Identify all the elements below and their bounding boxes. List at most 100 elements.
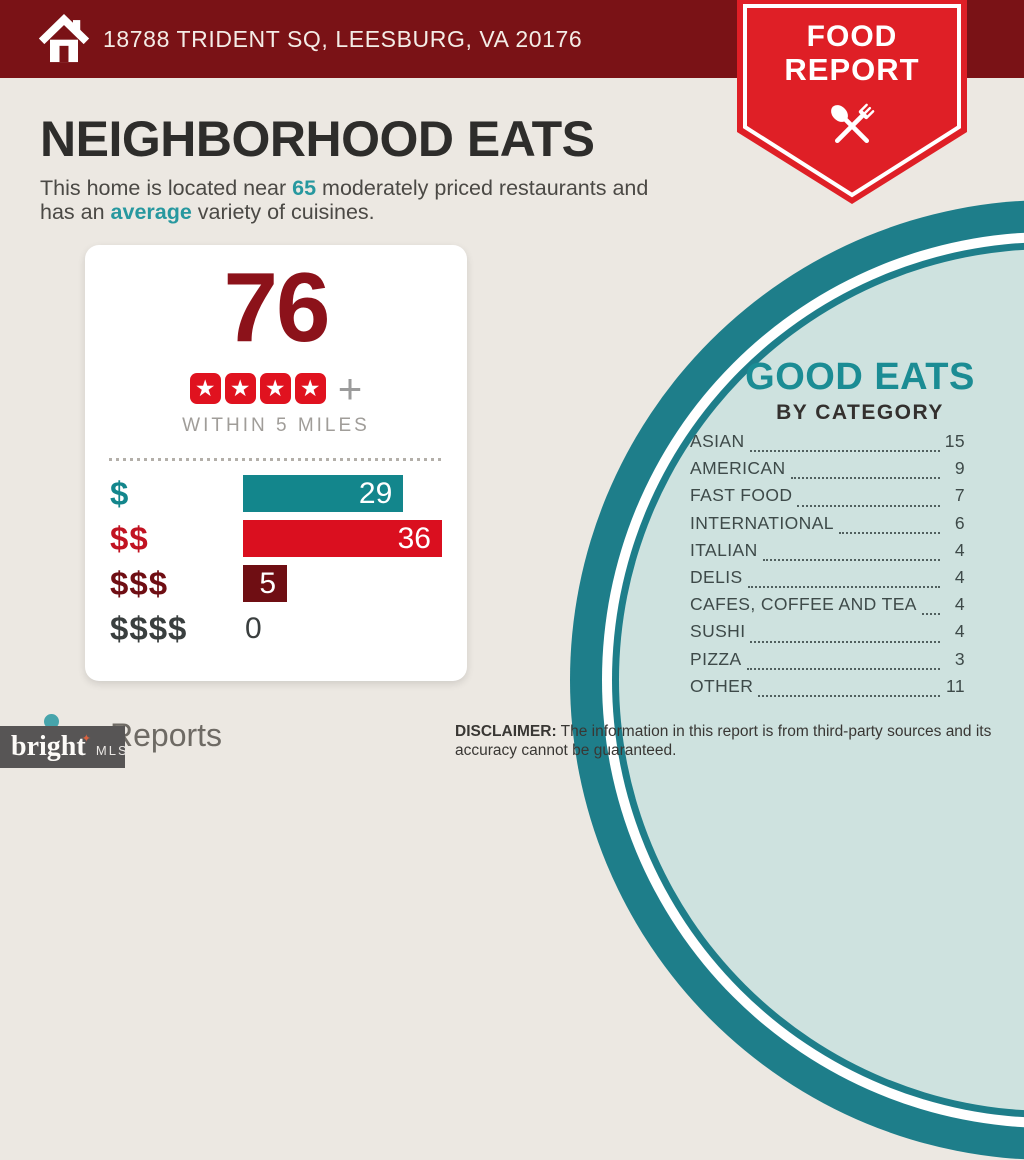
category-name: DELIS bbox=[690, 566, 743, 587]
price-tier-bar-chart: $29 $$ 36 $$$ 5 $$$$ 0 bbox=[85, 475, 449, 655]
dot-leader bbox=[838, 531, 940, 534]
variety-highlight: average bbox=[110, 200, 192, 224]
good-eats-heading: GOOD EATS BY CATEGORY bbox=[660, 356, 1024, 425]
dot-leader bbox=[762, 558, 940, 561]
category-name: OTHER bbox=[690, 675, 754, 696]
category-count: 3 bbox=[954, 648, 965, 669]
home-icon bbox=[38, 14, 90, 63]
category-count: 4 bbox=[954, 594, 965, 615]
star-icon: ★ bbox=[189, 373, 221, 404]
price-tier-label: $$ bbox=[110, 519, 149, 557]
score-card: 76 ★ ★ ★ ★ + WITHIN 5 MILES $29 $$ 36 $$$ 5 $$$$… bbox=[85, 245, 467, 681]
dot-leader bbox=[746, 667, 940, 670]
restaurant-count: 65 bbox=[292, 176, 317, 200]
category-row: SUSHI 4 bbox=[690, 621, 965, 648]
dashed-divider bbox=[109, 458, 443, 461]
category-count: 4 bbox=[954, 539, 965, 560]
logo-spark-icon: ✦ bbox=[81, 733, 91, 745]
category-name: CAFES, COFFEE AND TEA bbox=[690, 594, 917, 615]
reports-wordmark: Reports bbox=[110, 717, 223, 753]
category-row: AMERICAN 9 bbox=[690, 458, 965, 485]
ribbon-pennant-shape bbox=[737, 0, 967, 204]
dot-leader bbox=[921, 613, 940, 616]
ribbon-title-line2: REPORT bbox=[784, 52, 920, 87]
category-count: 11 bbox=[946, 675, 965, 696]
category-count: 4 bbox=[954, 621, 965, 642]
price-bar-track: 29 bbox=[243, 475, 449, 512]
star-icon: ★ bbox=[259, 373, 291, 404]
price-tier-label: $$$ bbox=[110, 564, 169, 602]
food-score-value: 76 bbox=[223, 252, 330, 362]
good-eats-title: GOOD EATS bbox=[745, 356, 975, 398]
price-bar: 5 bbox=[243, 565, 287, 602]
plus-icon: + bbox=[337, 365, 363, 412]
category-row: OTHER 11 bbox=[690, 676, 965, 703]
subtitle-text: This home is located near bbox=[40, 176, 293, 200]
category-row: ASIAN 15 bbox=[690, 431, 965, 458]
category-row: PIZZA 3 bbox=[690, 649, 965, 676]
category-row: FAST FOOD 7 bbox=[690, 485, 965, 512]
category-name: INTERNATIONAL bbox=[690, 512, 834, 533]
price-bar-track: 5 bbox=[243, 565, 449, 602]
reports-logo-dot-icon bbox=[44, 714, 59, 729]
disclaimer-label: DISCLAIMER: bbox=[455, 723, 557, 740]
page-title: NEIGHBORHOOD EATS bbox=[40, 111, 595, 167]
dot-leader bbox=[797, 504, 940, 507]
disclaimer-body: The information in this report is from t… bbox=[455, 723, 992, 759]
category-count: 9 bbox=[954, 458, 965, 479]
dot-leader bbox=[790, 477, 940, 480]
price-bar-value: 36 bbox=[397, 521, 431, 555]
cutlery-icon bbox=[831, 103, 875, 144]
brightmls-logo-suffix: MLS bbox=[95, 743, 129, 758]
price-row: $$$ 5 bbox=[85, 565, 449, 602]
disclaimer-text: DISCLAIMER: The information in this repo… bbox=[455, 722, 1000, 760]
price-bar-value: 0 bbox=[245, 611, 262, 645]
brightmls-logo: bright bbox=[11, 731, 86, 762]
category-name: FAST FOOD bbox=[690, 485, 793, 506]
category-count: 7 bbox=[954, 485, 965, 506]
category-row: INTERNATIONAL 6 bbox=[690, 513, 965, 540]
radius-caption: WITHIN 5 MILES bbox=[182, 415, 370, 436]
category-name: AMERICAN bbox=[690, 458, 786, 479]
category-row: DELIS 4 bbox=[690, 567, 965, 594]
star-icon: ★ bbox=[294, 373, 326, 404]
category-row: ITALIAN 4 bbox=[690, 540, 965, 567]
category-name: SUSHI bbox=[690, 621, 746, 642]
category-count: 4 bbox=[954, 566, 965, 587]
dot-leader bbox=[749, 450, 940, 453]
price-bar-track: 36 bbox=[243, 520, 449, 557]
price-tier-label: $$$$ bbox=[110, 609, 188, 647]
price-bar-value: 29 bbox=[358, 476, 393, 510]
good-eats-subtitle: BY CATEGORY bbox=[776, 401, 944, 424]
price-bar-track: 0 bbox=[243, 610, 449, 647]
price-bar: 29 bbox=[243, 475, 404, 512]
ribbon-title-line1: FOOD bbox=[806, 20, 898, 53]
subtitle-text: moderately priced restaurants and bbox=[316, 176, 649, 200]
dot-leader bbox=[750, 640, 940, 643]
star-icon: ★ bbox=[224, 373, 256, 404]
subtitle-text: variety of cuisines. bbox=[191, 200, 375, 224]
brightmls-watermark: bright ✦ MLS bbox=[0, 726, 127, 768]
category-row: CAFES, COFFEE AND TEA 4 bbox=[690, 594, 965, 621]
category-name: PIZZA bbox=[690, 648, 742, 669]
category-count: 15 bbox=[944, 431, 965, 451]
price-row: $$ 36 bbox=[85, 520, 449, 557]
food-report-ribbon: FOOD REPORT bbox=[737, 0, 967, 204]
category-name: ASIAN bbox=[690, 431, 745, 451]
dot-leader bbox=[758, 694, 940, 697]
star-rating: ★ ★ ★ ★ + bbox=[85, 365, 467, 412]
page-subtitle: This home is located near 65 moderately … bbox=[40, 176, 720, 224]
star-badges: ★ ★ ★ ★ bbox=[189, 373, 326, 404]
property-address: 18788 TRIDENT SQ, LEESBURG, VA 20176 bbox=[103, 25, 583, 52]
price-bar: 36 bbox=[243, 520, 442, 557]
price-bar-value: 5 bbox=[259, 566, 276, 600]
price-row: $$$$ 0 bbox=[85, 610, 449, 647]
category-count: 6 bbox=[954, 512, 965, 533]
category-count-list: ASIAN 15 AMERICAN 9 FAST FOOD 7 INTERNATIONAL 6… bbox=[690, 431, 965, 703]
dot-leader bbox=[747, 586, 940, 589]
price-row: $29 bbox=[85, 475, 449, 512]
price-tier-label: $ bbox=[110, 474, 130, 512]
category-name: ITALIAN bbox=[690, 539, 758, 560]
subtitle-text: has an bbox=[40, 200, 111, 224]
